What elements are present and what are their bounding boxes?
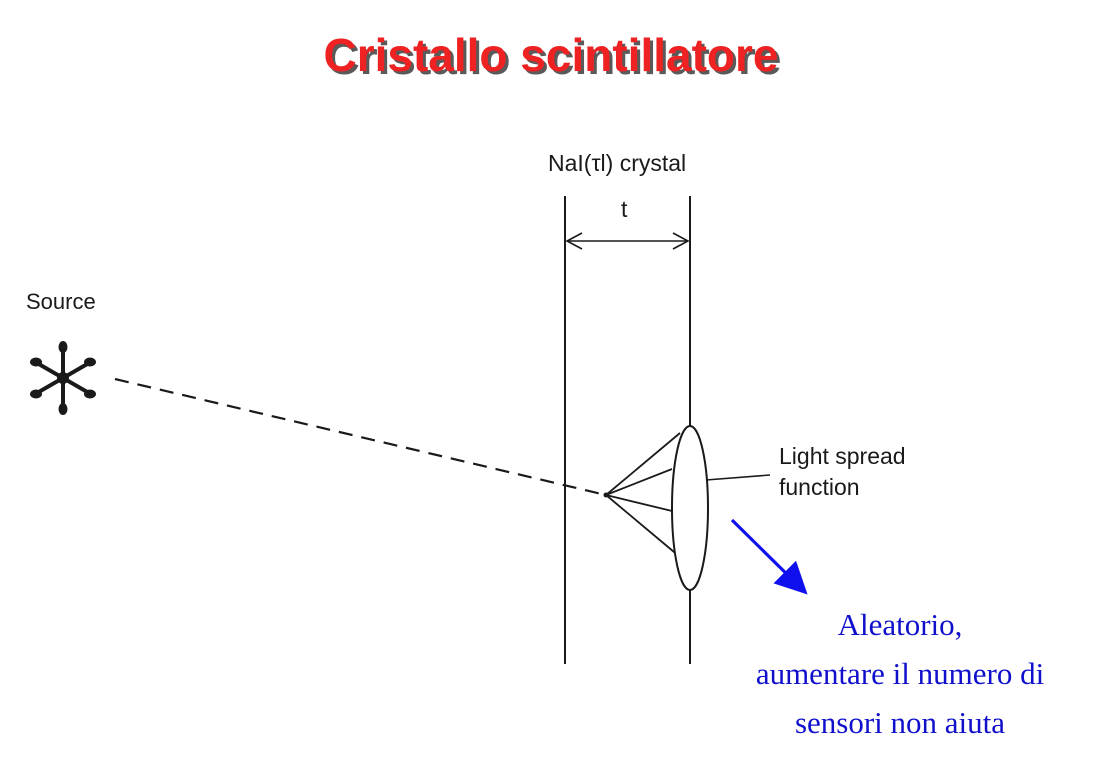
light-spread-leader (705, 474, 771, 481)
interaction-point (603, 492, 609, 498)
light-spread-label-line1: Light spread (779, 443, 906, 469)
light-spread-rays (605, 432, 681, 558)
page-title: Cristallo scintillatore (323, 29, 779, 81)
crystal-label: NaI(τl) crystal (548, 150, 687, 176)
thickness-label: t (621, 196, 628, 222)
light-spread-ellipse (671, 425, 709, 591)
source-label: Source (26, 289, 96, 314)
annotation-note-line3: sensori non aiuta (794, 705, 1006, 740)
annotation-note-line2: aumentare il numero di (755, 656, 1045, 691)
annotation-arrow (730, 518, 808, 595)
annotation-note-line1: Aleatorio, (837, 607, 963, 642)
gamma-ray-path (114, 377, 607, 497)
light-spread-label-line2: function (779, 474, 860, 500)
thickness-dimension-arrow (565, 232, 690, 250)
asterisk-source-icon (30, 341, 96, 415)
annotation-note: Aleatorio, aumentare il numero di sensor… (720, 600, 1080, 747)
